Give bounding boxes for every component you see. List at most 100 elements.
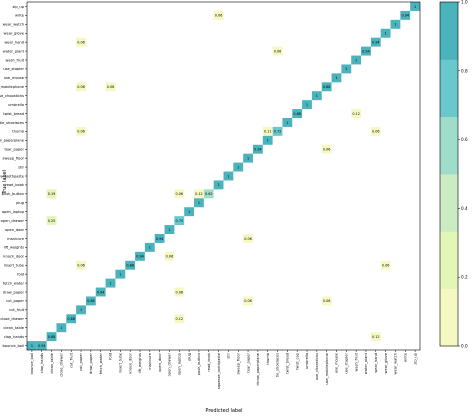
x-tick-label: fetch_water <box>99 352 103 374</box>
heatmap-cell <box>154 234 165 243</box>
y-tick-label: use_mobilephone <box>0 85 25 89</box>
y-tick-label: tear_paper <box>4 148 24 152</box>
y-tick-label: zip_up <box>12 5 24 9</box>
y-tick-label: lift_weights <box>4 246 25 250</box>
heatmap-cell <box>125 260 136 270</box>
x-tick-label: thumb <box>266 352 270 364</box>
colorbar-tick-label: 1.0 <box>461 0 468 5</box>
y-tick-label: water_plant <box>3 49 25 53</box>
heatmap-cell <box>223 171 234 181</box>
heatmap-cell <box>370 332 381 342</box>
x-tick-label: zip_up <box>413 352 417 364</box>
cell-value-label: 1 <box>227 174 229 178</box>
x-tick-label: open_laptop <box>177 352 181 375</box>
cell-value-label: 0.72 <box>274 130 282 134</box>
x-tick-label: use_stapler <box>345 352 349 373</box>
colorbar-segment <box>440 116 458 175</box>
heatmap-cell <box>46 216 57 226</box>
cell-value-label: 0.06 <box>176 290 184 294</box>
cell-value-label: 1 <box>237 165 239 169</box>
cell-value-label: 0.06 <box>244 299 252 303</box>
x-tick-label: knock_door <box>128 352 132 373</box>
y-tick-label: bounce_ball <box>3 344 25 348</box>
cell-value-label: 1 <box>306 103 308 107</box>
heatmap-cell <box>380 28 391 38</box>
x-tick-label: twist_cap <box>295 352 299 370</box>
cell-value-label: 0.06 <box>166 255 174 259</box>
heatmap-cell <box>76 82 86 92</box>
y-tick-label: use_chopsticks <box>0 94 24 98</box>
heatmap-cell <box>311 91 322 101</box>
cell-value-label: 0.25 <box>48 219 56 223</box>
cell-value-label: 0.62 <box>205 192 213 196</box>
x-tick-label: clap_hands <box>40 353 44 373</box>
x-tick-label: wear_glove <box>384 352 388 373</box>
y-tick-label: use_stapler <box>3 67 24 71</box>
heatmap-cell <box>95 287 106 297</box>
heatmap-cell <box>66 314 77 324</box>
heatmap-plot-area: 1 0.94 0.06 1 1 0.94 0.06 0.94 0.06 1 1 1 0.88 0.06 0.… <box>26 1 421 351</box>
x-tick-label: wear_watch <box>394 353 398 374</box>
y-tick-label: cut_fruit <box>9 308 24 312</box>
colorbar-segment <box>440 2 458 60</box>
cell-value-label: 1 <box>31 344 33 348</box>
cell-value-label: 1 <box>414 5 416 9</box>
y-tick-label: push_button <box>2 192 24 196</box>
cell-value-label: 1 <box>80 308 82 312</box>
heatmap-cell <box>380 260 391 270</box>
heatmap-cell <box>321 144 332 154</box>
x-tick-label: draw_paper <box>89 352 93 374</box>
cell-value-label: 0.94 <box>254 148 262 152</box>
y-tick-label: clap_hands <box>4 335 24 339</box>
x-tick-label: close_drawer <box>60 352 64 376</box>
cell-value-label: 0.12 <box>352 112 360 116</box>
x-tick-label: read_book <box>207 352 211 372</box>
cell-value-label: 0.94 <box>97 290 105 294</box>
x-tick-label: use_chopsticks <box>315 353 319 380</box>
x-tick-label: lift_weights <box>138 353 142 374</box>
heatmap-cell <box>164 251 175 261</box>
colorbar-tick-label: 0.0 <box>461 344 468 349</box>
y-tick-label: wash_fruit <box>5 58 24 62</box>
y-tick-label: close_drawer <box>0 317 24 321</box>
x-tick-label: water_plant <box>364 352 368 374</box>
x-tick-label: cut_fruit <box>69 352 73 367</box>
heatmap-cell <box>36 341 47 350</box>
y-tick-label: cut_paper <box>6 299 24 303</box>
y-tick-label: read_book <box>5 183 25 187</box>
cell-value-label: 0.06 <box>176 192 184 196</box>
y-tick-label: stir <box>18 165 24 169</box>
y-tick-label: twist_bread <box>3 112 24 116</box>
heatmap-cell <box>76 37 86 47</box>
y-tick-label: fold <box>17 272 24 276</box>
heatmap-cell <box>292 109 303 118</box>
heatmap-cell <box>410 2 420 11</box>
heatmap-cell <box>351 55 362 65</box>
x-tick-label: tear_paper <box>246 352 250 372</box>
heatmap-cell <box>233 162 244 172</box>
heatmap-cell <box>105 278 116 288</box>
heatmap-cell <box>115 269 126 279</box>
heatmap-cell <box>361 46 371 56</box>
x-tick-label: manicure <box>148 352 152 370</box>
heatmap-cell <box>174 189 185 199</box>
heatmap-cell <box>213 10 224 20</box>
cell-value-label: 0.75 <box>176 219 184 223</box>
y-tick-label: wear_glove <box>4 32 25 36</box>
cell-value-label: 0.06 <box>274 49 282 53</box>
x-tick-label: tie_shoelaces <box>276 353 280 377</box>
x-tick-label: cut_paper <box>79 352 83 370</box>
x-tick-label: insert_tube <box>119 352 123 373</box>
heatmap-cell <box>243 153 253 163</box>
cell-value-label: 0.06 <box>77 264 85 268</box>
cell-value-label: 0.06 <box>244 237 252 241</box>
heatmap-cell <box>76 260 86 270</box>
cell-value-label: 0.88 <box>87 299 95 303</box>
x-tick-label: clean_table <box>50 352 54 373</box>
x-tick-label: wash_fruit <box>354 352 358 371</box>
cell-value-label: 0.94 <box>156 237 164 241</box>
heatmap-cell <box>400 10 411 20</box>
cell-value-label: 0.88 <box>323 85 331 89</box>
cell-value-label: 1 <box>316 94 318 98</box>
